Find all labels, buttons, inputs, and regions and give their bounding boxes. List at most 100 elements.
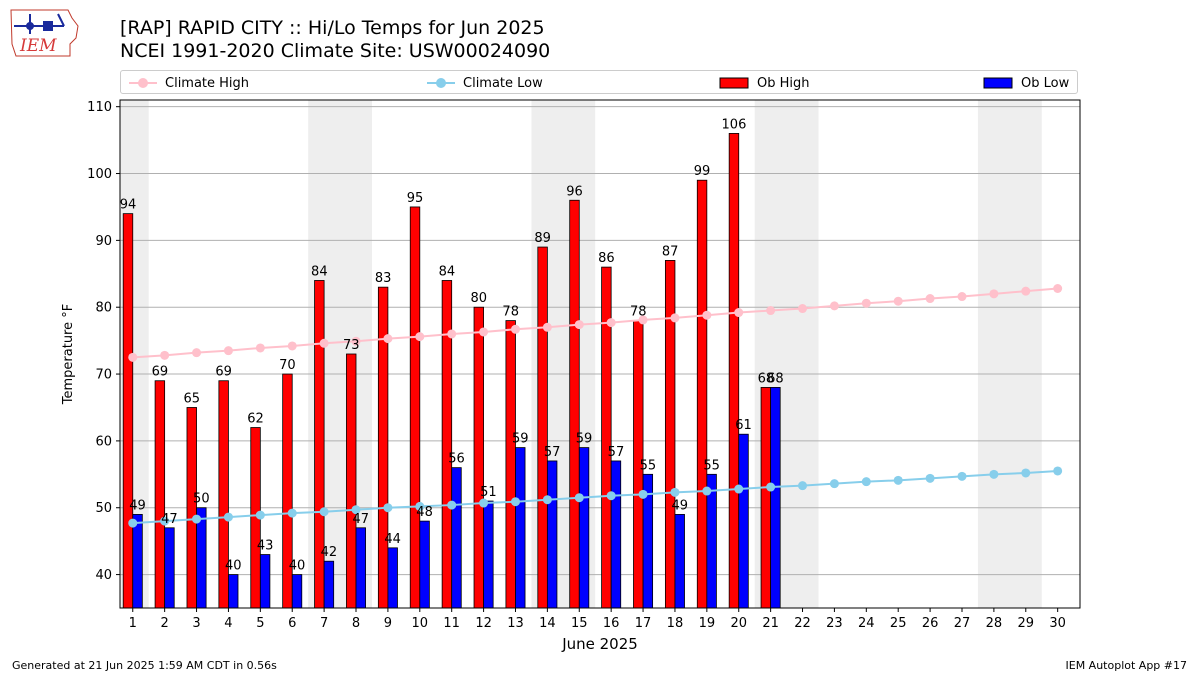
ob-high-label: 73: [343, 338, 360, 353]
climate-low-point: [255, 510, 265, 520]
climate-high-point: [798, 304, 808, 314]
climate-low-point: [734, 484, 744, 494]
ob-low-label: 40: [289, 559, 306, 574]
ob-low-label: 55: [640, 458, 657, 473]
climate-high-point: [351, 336, 361, 346]
ob-low-label: 44: [384, 532, 401, 547]
x-tick-label: 29: [1018, 616, 1035, 631]
ob-high-label: 89: [534, 231, 551, 246]
ob-high-label: 78: [630, 305, 647, 320]
y-tick-label: 40: [95, 568, 112, 583]
ob-low-label: 57: [544, 445, 561, 460]
y-axis-label: Temperature °F: [61, 304, 76, 405]
ob-high-label: 83: [375, 271, 392, 286]
ob-low-label: 59: [576, 432, 593, 447]
x-tick-label: 20: [730, 616, 747, 631]
climate-low-point: [447, 500, 457, 510]
climate-low-point: [638, 489, 648, 499]
x-tick-label: 23: [826, 616, 843, 631]
climate-high-point: [383, 334, 393, 344]
climate-high-point: [766, 306, 776, 316]
y-tick-label: 60: [95, 434, 112, 449]
ob-low-bar: [770, 387, 781, 609]
climate-low-point: [766, 482, 776, 492]
x-tick-label: 28: [986, 616, 1003, 631]
legend-line-marker-icon: [129, 78, 157, 88]
ob-low-label: 51: [480, 485, 497, 500]
x-tick-label: 7: [320, 616, 328, 631]
climate-high-point: [128, 352, 138, 362]
x-tick-label: 27: [954, 616, 971, 631]
ob-low-label: 49: [671, 498, 688, 513]
ob-high-bar: [473, 306, 484, 609]
climate-high-point: [925, 294, 935, 304]
ob-high-bar: [696, 179, 708, 609]
climate-low-point: [351, 505, 361, 515]
legend-label: Climate High: [165, 75, 250, 91]
app-credit: IEM Autoplot App #17: [1065, 659, 1188, 672]
x-tick-label: 11: [443, 616, 460, 631]
legend-item-ob-high: Ob High: [719, 74, 810, 92]
plot-frame: [119, 99, 1081, 609]
climate-low-point: [128, 518, 138, 528]
climate-low-point: [989, 469, 999, 479]
ob-high-label: 69: [215, 365, 232, 380]
climate-high-point: [287, 341, 297, 351]
legend-label: Ob High: [757, 75, 810, 91]
weather-station-icon: [14, 13, 65, 34]
x-tick-label: 19: [699, 616, 716, 631]
ob-low-bar: [164, 527, 175, 609]
chart-subtitle: NCEI 1991-2020 Climate Site: USW00024090: [120, 40, 551, 62]
ob-high-label: 95: [407, 191, 424, 206]
ob-high-label: 69: [152, 365, 169, 380]
climate-high-point: [319, 338, 329, 348]
ob-high-bar: [601, 266, 612, 609]
ob-low-bar: [546, 460, 558, 609]
climate-low-point: [160, 516, 170, 526]
ob-low-label: 40: [225, 559, 242, 574]
legend-label: Ob Low: [1021, 75, 1070, 91]
ob-low-bar: [451, 467, 462, 609]
ob-high-bar: [122, 213, 134, 609]
ob-high-label: 106: [722, 117, 747, 132]
climate-low-point: [1053, 466, 1063, 476]
climate-high-point: [638, 315, 648, 325]
chart-title: [RAP] RAPID CITY :: Hi/Lo Temps for Jun …: [120, 17, 545, 39]
ob-high-label: 65: [183, 391, 200, 406]
x-tick-label: 10: [412, 616, 429, 631]
climate-low-point: [893, 475, 903, 485]
x-tick-label: 5: [256, 616, 264, 631]
climate-high-point: [957, 292, 967, 302]
ob-low-label: 55: [703, 458, 720, 473]
legend-patch-icon: [983, 77, 1013, 89]
climate-high-point: [160, 350, 170, 360]
ob-low-label: 59: [512, 432, 529, 447]
climate-high-point: [702, 310, 712, 320]
logo-text: IEM: [19, 36, 57, 56]
ob-low-bar: [419, 520, 430, 609]
climate-low-point: [415, 501, 425, 511]
climate-low-point: [829, 479, 839, 489]
y-tick-label: 100: [87, 167, 112, 182]
climate-low-point: [542, 495, 552, 505]
x-tick-label: 6: [288, 616, 296, 631]
x-tick-label: 3: [192, 616, 200, 631]
climate-high-point: [510, 324, 520, 334]
climate-low-point: [606, 491, 616, 501]
ob-low-bar: [291, 574, 303, 609]
ob-low-bar: [355, 527, 366, 609]
ob-low-bar: [674, 514, 685, 609]
ob-high-label: 84: [311, 264, 328, 279]
climate-low-point: [479, 498, 489, 508]
x-tick-label: 17: [635, 616, 652, 631]
x-tick-label: 9: [384, 616, 392, 631]
x-tick-label: 18: [667, 616, 684, 631]
legend-label: Climate Low: [463, 75, 543, 91]
x-tick-label: 22: [794, 616, 811, 631]
ob-low-bar: [259, 554, 271, 609]
climate-high-point: [606, 318, 616, 328]
ob-high-label: 78: [502, 305, 519, 320]
weekend-shade: [977, 100, 1042, 608]
climate-high-point: [479, 327, 489, 337]
